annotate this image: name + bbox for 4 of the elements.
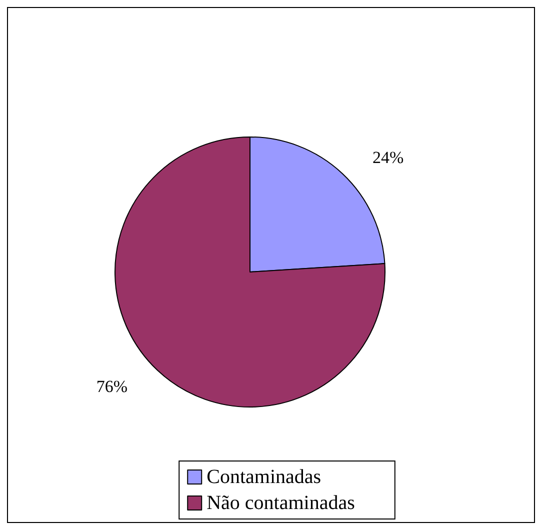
data-label: 24% <box>372 148 404 168</box>
legend-label: Contaminadas <box>206 466 322 488</box>
data-label: 76% <box>96 376 128 396</box>
legend-label: Não contaminadas <box>206 492 356 514</box>
